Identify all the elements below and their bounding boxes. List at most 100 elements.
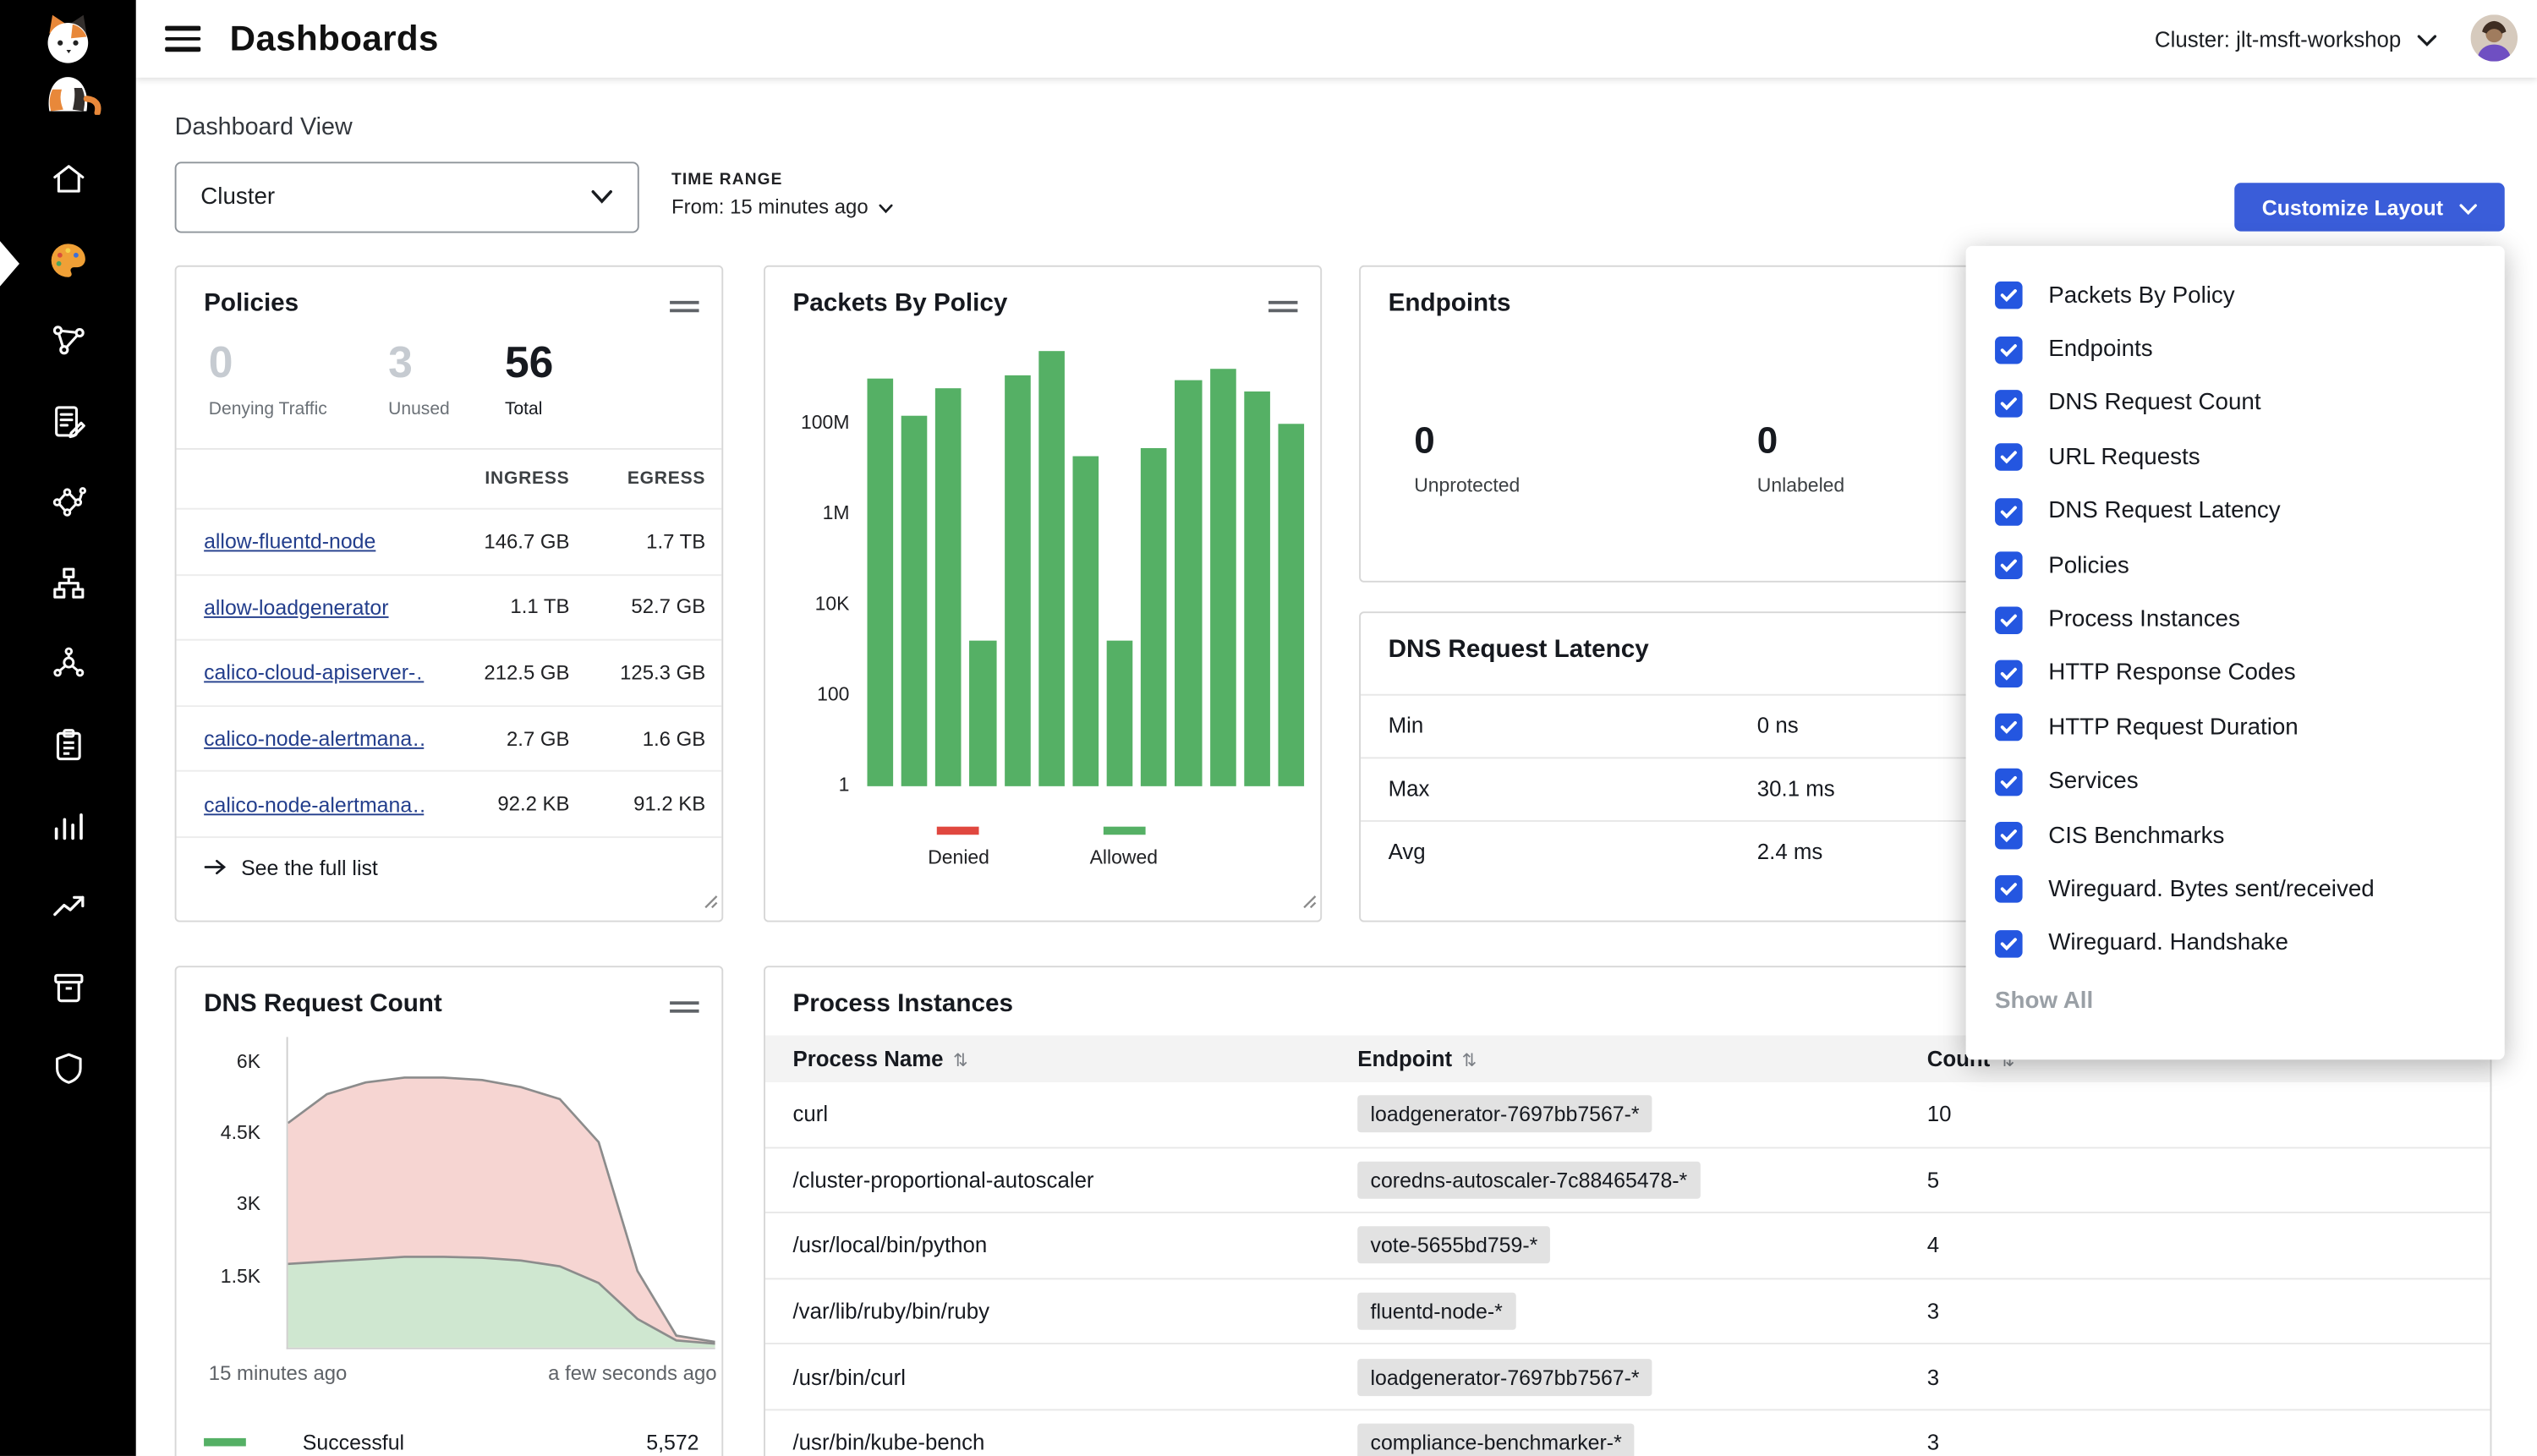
- bar[interactable]: [970, 641, 996, 786]
- menu-item-policies[interactable]: Policies: [1966, 539, 2505, 593]
- card-title: Packets By Policy: [793, 289, 1008, 318]
- menu-item-wireguard-handshake[interactable]: Wireguard. Handshake: [1966, 917, 2505, 971]
- checkbox-checked-icon[interactable]: [1995, 552, 2023, 580]
- menu-item-dns-request-latency[interactable]: DNS Request Latency: [1966, 484, 2505, 539]
- table-row: /usr/bin/kube-bench compliance-benchmark…: [765, 1410, 2490, 1456]
- customize-layout-menu: Packets By Policy Endpoints DNS Request …: [1966, 246, 2505, 1059]
- stat-denying-traffic[interactable]: 0 Denying Traffic: [209, 338, 388, 448]
- bar[interactable]: [1072, 457, 1099, 786]
- checkbox-checked-icon[interactable]: [1995, 444, 2023, 472]
- sidebar-item-storage[interactable]: [0, 951, 136, 1032]
- bar[interactable]: [1244, 391, 1270, 786]
- table-row: /cluster-proportional-autoscaler coredns…: [765, 1148, 2490, 1214]
- table-row: allow-fluentd-node 146.7 GB 1.7 TB: [177, 508, 722, 574]
- checkbox-checked-icon[interactable]: [1995, 768, 2023, 796]
- checkbox-checked-icon[interactable]: [1995, 336, 2023, 364]
- endpoint-chip[interactable]: loadgenerator-7697bb7567-*: [1357, 1096, 1652, 1133]
- hamburger-menu-icon[interactable]: [165, 19, 200, 57]
- bar[interactable]: [1004, 375, 1030, 786]
- packets-by-policy-card: Packets By Policy 110010K1M100M Denied A…: [764, 265, 1322, 922]
- sidebar-item-flow-visualizations[interactable]: [0, 466, 136, 547]
- menu-item-http-response-codes[interactable]: HTTP Response Codes: [1966, 647, 2505, 701]
- checkbox-checked-icon[interactable]: [1995, 390, 2023, 418]
- user-avatar[interactable]: [2471, 14, 2518, 61]
- sidebar-item-trends[interactable]: [0, 870, 136, 951]
- bar[interactable]: [868, 379, 894, 786]
- menu-item-http-request-duration[interactable]: HTTP Request Duration: [1966, 701, 2505, 755]
- see-full-list-link[interactable]: See the full list: [204, 856, 378, 880]
- sidebar-item-dashboards[interactable]: [0, 223, 136, 304]
- checkbox-checked-icon[interactable]: [1995, 714, 2023, 742]
- dns-legend-row[interactable]: Successful 5,572: [204, 1430, 699, 1454]
- bar[interactable]: [1209, 369, 1236, 786]
- bar[interactable]: [1107, 641, 1133, 786]
- sidebar-item-activity[interactable]: [0, 790, 136, 871]
- checkbox-checked-icon[interactable]: [1995, 822, 2023, 850]
- stat-unlabeled[interactable]: 0 Unlabeled: [1757, 419, 1844, 497]
- checkbox-checked-icon[interactable]: [1995, 930, 2023, 958]
- show-all-link[interactable]: Show All: [1995, 988, 2505, 1015]
- bar[interactable]: [901, 416, 928, 786]
- policies-table: INGRESS EGRESS allow-fluentd-node 146.7 …: [177, 450, 722, 838]
- menu-item-endpoints[interactable]: Endpoints: [1966, 322, 2505, 376]
- sidebar-item-compliance[interactable]: [0, 709, 136, 790]
- card-title: DNS Request Count: [204, 990, 442, 1019]
- resize-handle[interactable]: [1302, 888, 1317, 917]
- checkbox-checked-icon[interactable]: [1995, 660, 2023, 687]
- checkbox-checked-icon[interactable]: [1995, 876, 2023, 904]
- time-range-value[interactable]: From: 15 minutes ago: [671, 196, 892, 219]
- sidebar-item-home[interactable]: [0, 142, 136, 223]
- endpoint-chip[interactable]: fluentd-node-*: [1357, 1293, 1515, 1330]
- sidebar-item-policies[interactable]: [0, 385, 136, 466]
- customize-layout-button[interactable]: Customize Layout: [2234, 183, 2505, 231]
- table-row: curl loadgenerator-7697bb7567-* 10: [765, 1082, 2490, 1148]
- menu-item-dns-request-count[interactable]: DNS Request Count: [1966, 376, 2505, 430]
- endpoint-chip[interactable]: vote-5655bd759-*: [1357, 1227, 1550, 1264]
- endpoint-chip[interactable]: coredns-autoscaler-7c88465478-*: [1357, 1162, 1700, 1199]
- resize-handle[interactable]: [704, 888, 718, 917]
- bar[interactable]: [1278, 424, 1304, 786]
- drag-handle[interactable]: [670, 296, 699, 318]
- dns-x-axis-labels: 15 minutes ago a few seconds ago: [209, 1362, 717, 1385]
- policy-link[interactable]: allow-loadgenerator: [204, 595, 424, 620]
- stat-unprotected[interactable]: 0 Unprotected: [1414, 419, 1520, 497]
- menu-item-services[interactable]: Services: [1966, 755, 2505, 809]
- legend-item-denied[interactable]: Denied: [928, 827, 989, 869]
- calico-cat-logo[interactable]: [30, 11, 105, 123]
- chevron-down-icon: [590, 184, 613, 211]
- policy-link[interactable]: allow-fluentd-node: [204, 529, 424, 554]
- policy-link[interactable]: calico-node-alertmana…: [204, 726, 424, 751]
- endpoint-chip[interactable]: loadgenerator-7697bb7567-*: [1357, 1359, 1652, 1396]
- policies-pen-icon: [49, 402, 86, 448]
- flow-visualization-icon: [49, 484, 86, 529]
- bar[interactable]: [1141, 448, 1167, 786]
- legend-item-allowed[interactable]: Allowed: [1090, 827, 1158, 869]
- menu-item-url-requests[interactable]: URL Requests: [1966, 430, 2505, 484]
- cluster-selector[interactable]: Cluster: jlt-msft-workshop: [2155, 27, 2436, 52]
- drag-handle[interactable]: [670, 997, 699, 1019]
- sort-icon[interactable]: ⇅: [1462, 1052, 1477, 1071]
- menu-item-process-instances[interactable]: Process Instances: [1966, 593, 2505, 647]
- bar[interactable]: [1038, 351, 1065, 786]
- policy-link[interactable]: calico-node-alertmana…: [204, 792, 424, 817]
- checkbox-checked-icon[interactable]: [1995, 606, 2023, 634]
- menu-item-cis-benchmarks[interactable]: CIS Benchmarks: [1966, 808, 2505, 862]
- home-icon: [49, 160, 86, 205]
- sidebar-item-cluster[interactable]: [0, 627, 136, 709]
- sidebar-item-threat-defense[interactable]: [0, 1032, 136, 1114]
- checkbox-checked-icon[interactable]: [1995, 498, 2023, 526]
- stat-total[interactable]: 56 Total: [505, 338, 553, 448]
- menu-item-packets-by-policy[interactable]: Packets By Policy: [1966, 269, 2505, 323]
- sidebar-item-hierarchy[interactable]: [0, 547, 136, 628]
- sort-icon[interactable]: ⇅: [953, 1052, 968, 1071]
- drag-handle[interactable]: [1268, 296, 1297, 318]
- dashboard-view-select[interactable]: Cluster: [175, 161, 639, 233]
- bar[interactable]: [935, 388, 962, 786]
- sidebar-item-service-graph[interactable]: [0, 304, 136, 386]
- bar[interactable]: [1175, 380, 1202, 786]
- stat-unused[interactable]: 3 Unused: [388, 338, 505, 448]
- menu-item-wireguard-bytes[interactable]: Wireguard. Bytes sent/received: [1966, 862, 2505, 917]
- endpoint-chip[interactable]: compliance-benchmarker-*: [1357, 1424, 1635, 1456]
- policy-link[interactable]: calico-cloud-apiserver-…: [204, 661, 424, 686]
- checkbox-checked-icon[interactable]: [1995, 282, 2023, 309]
